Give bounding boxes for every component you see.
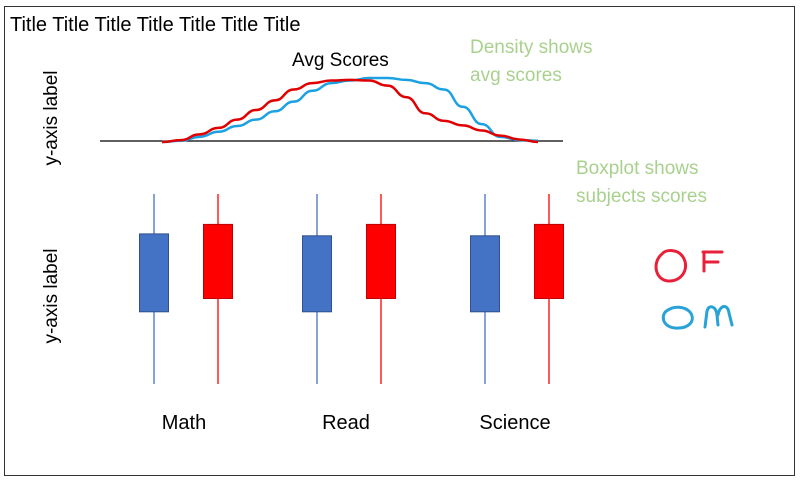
density-note-line-1: Density shows xyxy=(470,37,593,58)
box-science-red xyxy=(534,223,564,299)
box-science-blue xyxy=(470,235,500,313)
density-series-blue xyxy=(161,76,539,144)
density-title: Avg Scores xyxy=(292,50,389,71)
annotation-of-o xyxy=(654,249,688,283)
boxplot xyxy=(139,194,564,384)
box-read-red xyxy=(366,223,396,299)
box-math-blue xyxy=(139,233,169,313)
boxplot-note-line-1: Boxplot shows xyxy=(576,158,699,179)
annotation-om-o xyxy=(661,305,694,330)
box-math-red xyxy=(203,223,233,299)
page-title: Title Title Title Title Title Title Titl… xyxy=(10,14,301,36)
annotation-om xyxy=(661,305,734,330)
box-read-blue xyxy=(302,235,332,313)
density-note-line-2: avg scores xyxy=(470,65,562,86)
annotation-of xyxy=(654,249,724,283)
boxplot-note-line-2: subjects scores xyxy=(576,186,707,207)
density-note: Density shows avg scores xyxy=(470,34,593,90)
category-label-math: Math xyxy=(161,412,207,434)
category-label-science: Science xyxy=(479,412,551,434)
boxplot-note: Boxplot shows subjects scores xyxy=(576,155,707,211)
density-plot xyxy=(161,76,539,144)
annotation-of-f xyxy=(701,250,724,273)
annotation-om-m xyxy=(703,305,734,329)
figure-frame xyxy=(4,6,795,476)
category-label-read: Read xyxy=(322,412,370,434)
density-series-red xyxy=(161,78,539,144)
